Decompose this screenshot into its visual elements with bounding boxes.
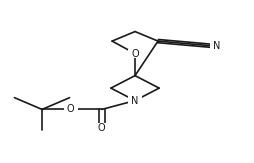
Text: N: N — [131, 96, 139, 106]
FancyBboxPatch shape — [64, 105, 78, 114]
Text: O: O — [131, 49, 139, 59]
FancyBboxPatch shape — [95, 123, 109, 132]
Text: O: O — [67, 104, 75, 114]
FancyBboxPatch shape — [210, 42, 224, 51]
Text: N: N — [213, 41, 220, 51]
FancyBboxPatch shape — [128, 49, 142, 58]
Text: O: O — [98, 123, 106, 133]
FancyBboxPatch shape — [128, 96, 142, 105]
